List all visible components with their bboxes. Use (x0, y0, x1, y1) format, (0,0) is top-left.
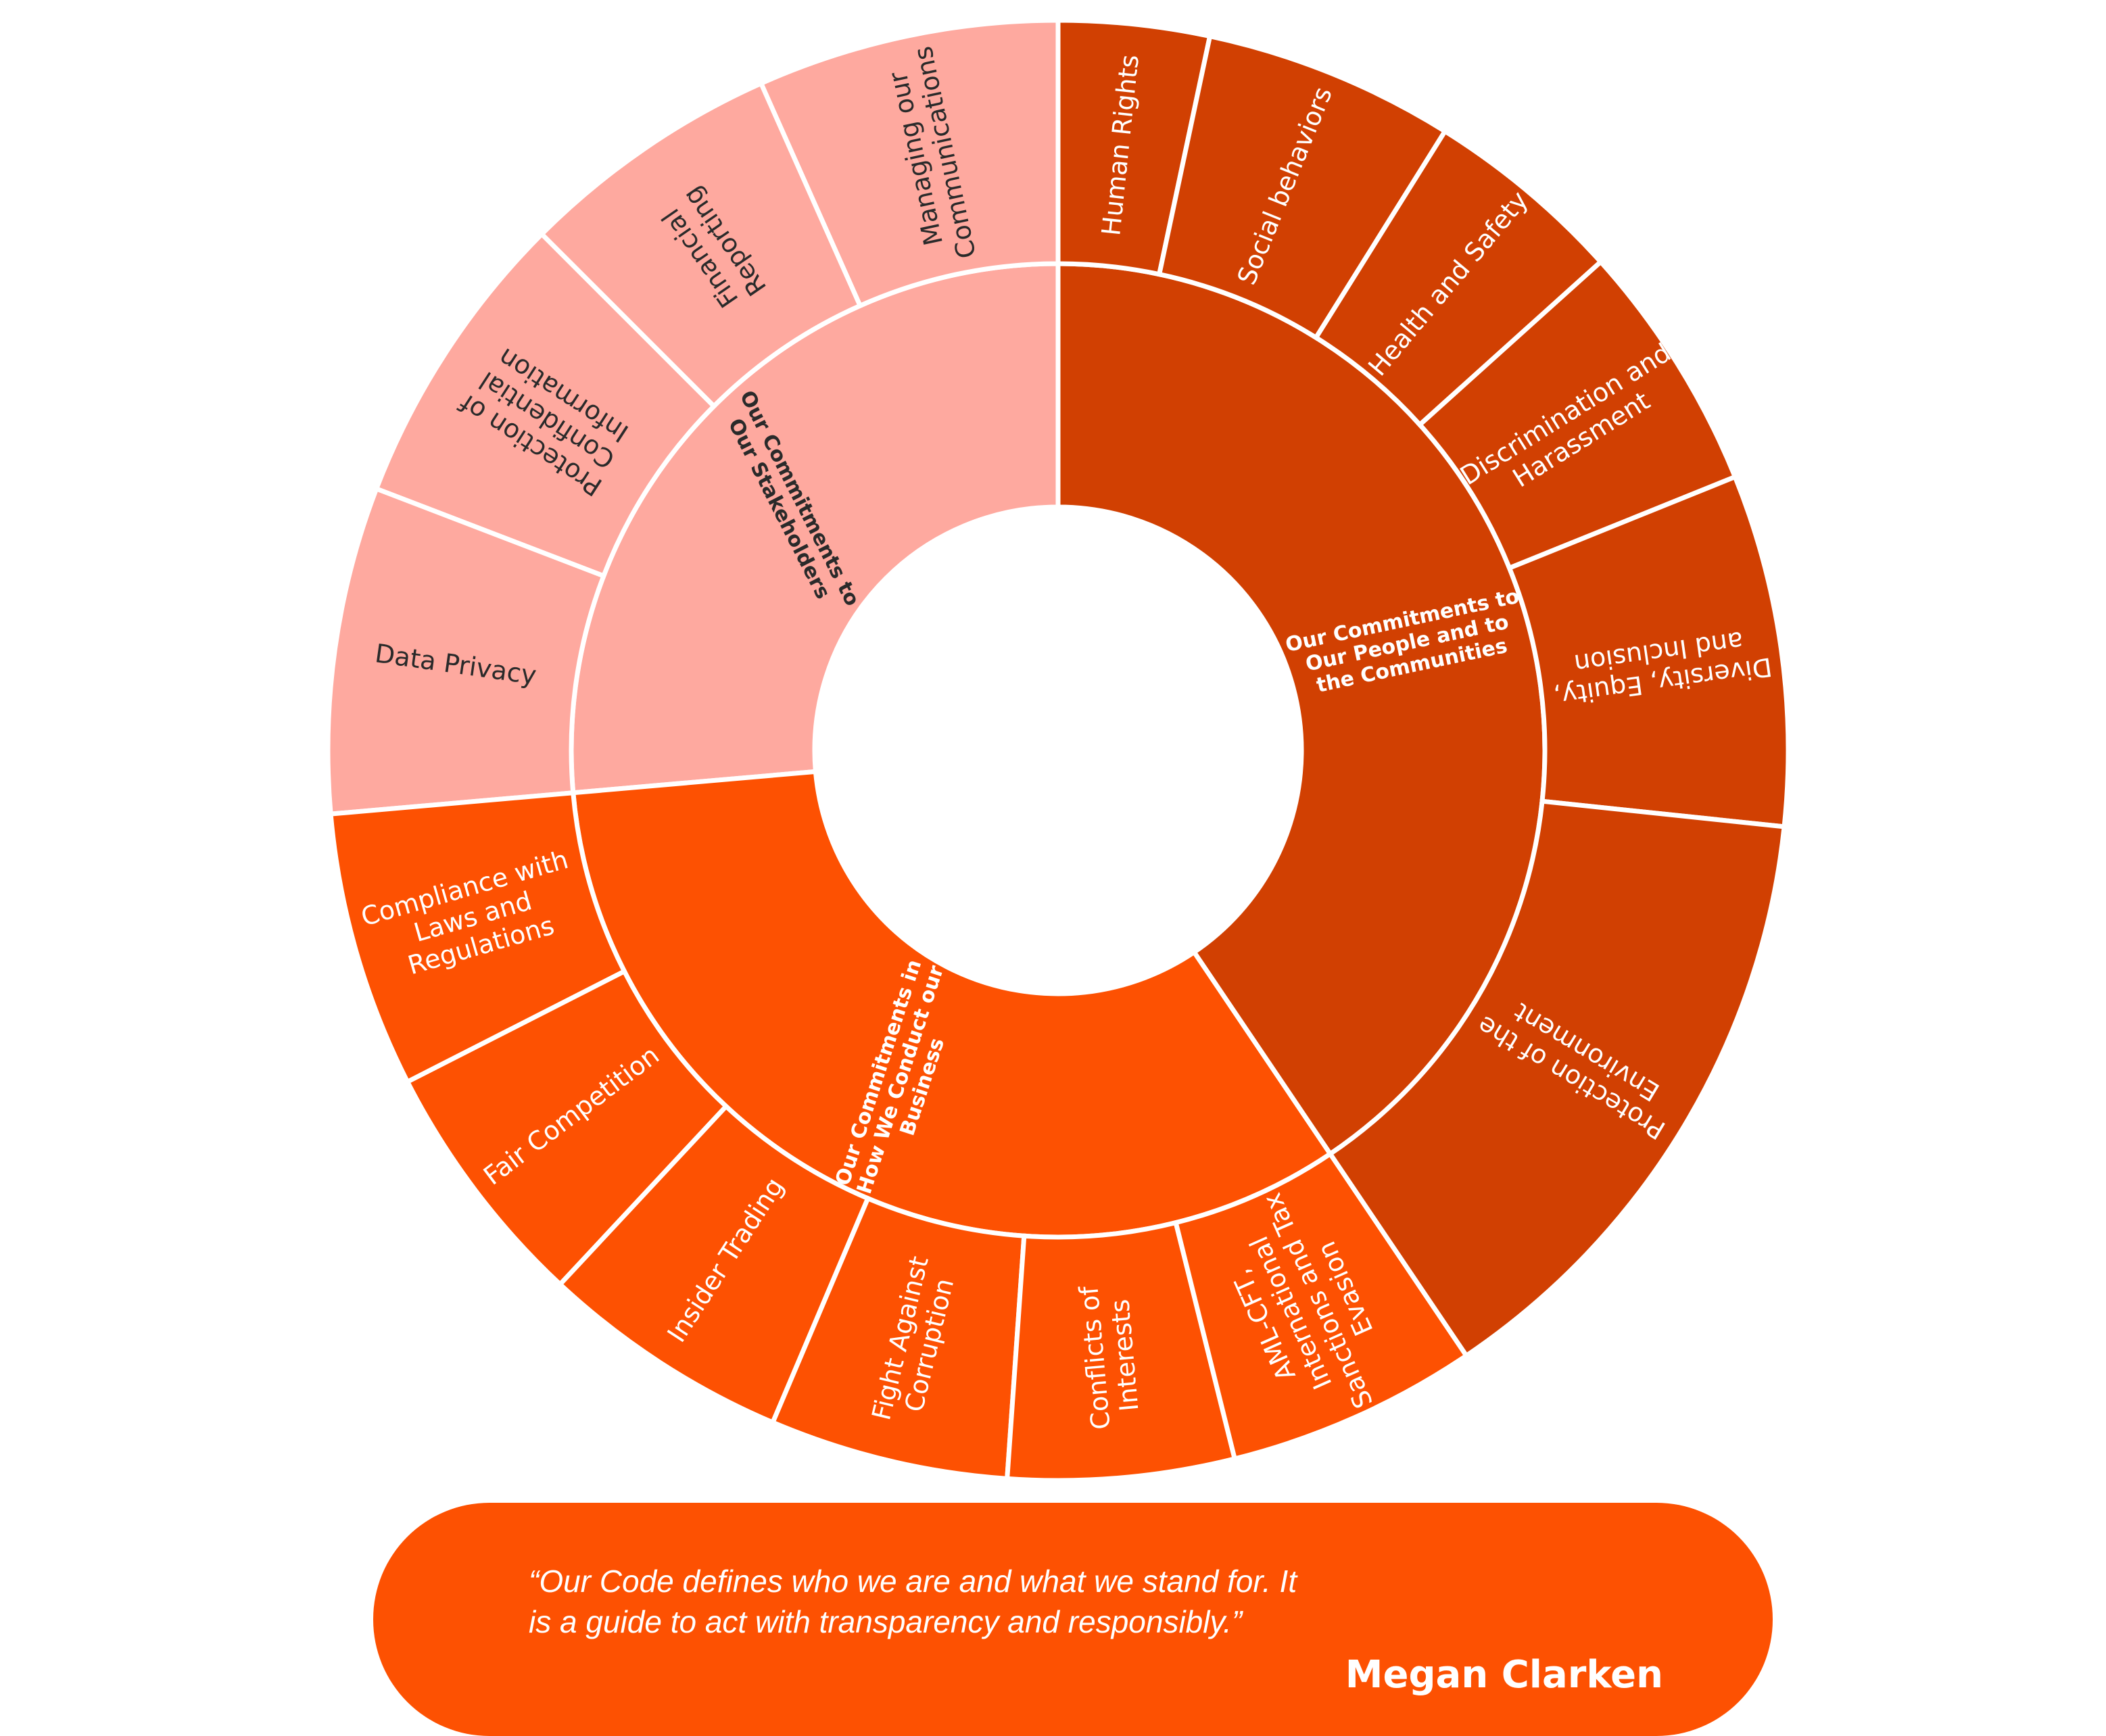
outer-segment-business (556, 1103, 871, 1426)
outer-segment-business (328, 790, 628, 1086)
outer-segment-business (404, 968, 729, 1288)
outer-segment-stakeholders (373, 231, 717, 579)
outer-segment-business (1172, 1151, 1470, 1462)
quote-text: “Our Code defines who we are and what we… (529, 1561, 1408, 1642)
item-label-business: Conflicts ofInterests (1074, 1281, 1145, 1430)
quote-author: Megan Clarken (1345, 1653, 1663, 1697)
outer-segment-business (1004, 1220, 1238, 1483)
quote-banner: “Our Code defines who we are and what we… (373, 1503, 1773, 1736)
outer-segment-stakeholders (538, 80, 863, 410)
inner-ring (569, 261, 1548, 1240)
outer-segment-stakeholders (325, 485, 607, 817)
outer-ring (325, 18, 1791, 1483)
outer-segment-business (769, 1195, 1027, 1482)
outer-segment-people (1326, 798, 1787, 1359)
quote-line-2: is a guide to act with transparency and … (529, 1604, 1243, 1639)
quote-line-1: “Our Code defines who we are and what we… (529, 1564, 1297, 1599)
